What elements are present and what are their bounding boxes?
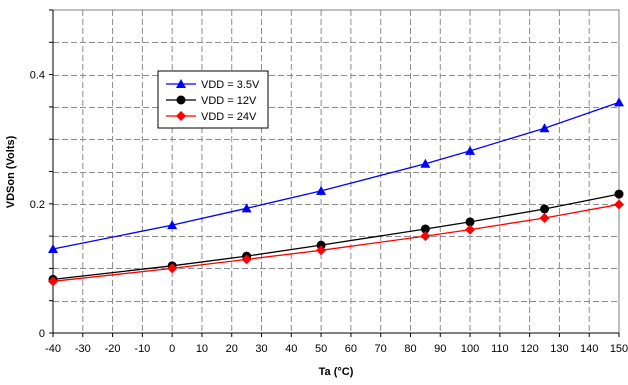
legend-marker bbox=[176, 111, 186, 121]
data-point bbox=[316, 240, 326, 250]
data-point bbox=[614, 189, 624, 199]
data-point bbox=[420, 224, 430, 234]
x-tick-label: 100 bbox=[461, 343, 479, 355]
data-point bbox=[539, 213, 550, 224]
legend: VDD = 3.5V VDD = 12V VDD = 24V bbox=[157, 70, 269, 129]
legend-label: VDD = 24V bbox=[201, 111, 257, 123]
data-point bbox=[316, 185, 327, 195]
x-tick-label: 120 bbox=[520, 343, 538, 355]
y-tick-label: 0 bbox=[39, 328, 45, 340]
legend-label: VDD = 12V bbox=[201, 95, 257, 107]
x-axis-title: Ta (°C) bbox=[319, 366, 354, 378]
x-tick-label: -30 bbox=[75, 343, 91, 355]
x-tick-label: 50 bbox=[315, 343, 327, 355]
x-tick-label: 150 bbox=[610, 343, 628, 355]
tick-labels: -40 -30 -20 -10 0 10 20 30 40 50 60 70 80 90 100 110 120… bbox=[30, 70, 628, 355]
data-point bbox=[420, 158, 431, 168]
x-tick-label: 110 bbox=[491, 343, 509, 355]
x-tick-label: 40 bbox=[285, 343, 297, 355]
series-line bbox=[52, 193, 620, 281]
data-point bbox=[167, 220, 178, 230]
legend-marker bbox=[176, 95, 186, 105]
series-layer bbox=[48, 97, 624, 287]
x-tick-label: 0 bbox=[169, 343, 175, 355]
data-point bbox=[465, 145, 476, 155]
data-point bbox=[48, 276, 58, 287]
x-tick-label: 30 bbox=[255, 343, 267, 355]
x-tick-label: 60 bbox=[345, 343, 357, 355]
x-tick-label: 140 bbox=[580, 343, 598, 355]
data-point bbox=[48, 244, 58, 254]
x-tick-label: -20 bbox=[105, 343, 121, 355]
data-point bbox=[316, 245, 327, 256]
grid-layer bbox=[53, 10, 619, 333]
legend-label: VDD = 3.5V bbox=[201, 79, 260, 91]
y-tick-label: 0.4 bbox=[30, 70, 45, 82]
x-tick-label: -10 bbox=[134, 343, 150, 355]
data-point bbox=[614, 97, 624, 107]
data-point bbox=[167, 263, 178, 274]
legend-marker bbox=[176, 79, 186, 88]
x-tick-label: 80 bbox=[404, 343, 416, 355]
series-line bbox=[52, 101, 620, 250]
series-1 bbox=[48, 97, 624, 254]
x-tick-label: -40 bbox=[45, 343, 61, 355]
x-tick-label: 20 bbox=[226, 343, 238, 355]
axes-layer bbox=[49, 9, 620, 337]
x-tick-label: 130 bbox=[550, 343, 568, 355]
series-line bbox=[52, 203, 620, 282]
series-3 bbox=[48, 199, 624, 287]
x-tick-label: 90 bbox=[434, 343, 446, 355]
x-tick-label: 70 bbox=[375, 343, 387, 355]
plot-frame bbox=[52, 9, 620, 334]
data-point bbox=[614, 199, 624, 210]
x-tick-label: 10 bbox=[196, 343, 208, 355]
data-point bbox=[465, 224, 476, 235]
data-point bbox=[241, 254, 252, 265]
data-point bbox=[241, 203, 252, 213]
data-point bbox=[420, 231, 431, 242]
data-point bbox=[465, 217, 475, 227]
y-tick-label: 0.2 bbox=[30, 199, 45, 211]
data-point bbox=[539, 123, 550, 133]
data-point bbox=[540, 204, 550, 214]
y-axis-title: VDSon (Volts) bbox=[5, 135, 17, 208]
